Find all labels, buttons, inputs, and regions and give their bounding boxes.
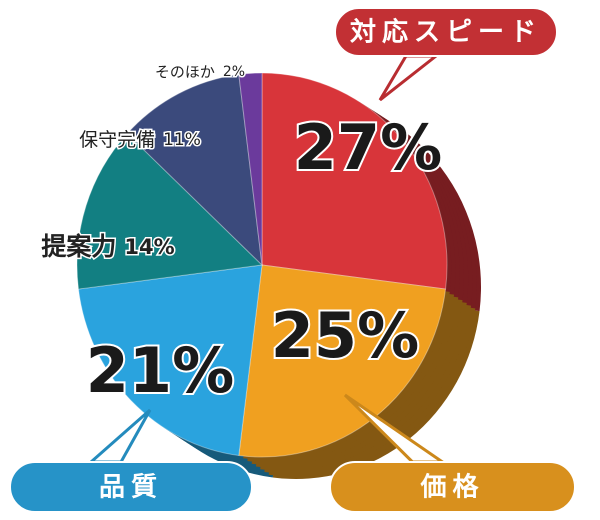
value-label: 11% [163, 130, 201, 150]
category-label: 提案力 [41, 232, 116, 261]
category-pill [9, 461, 253, 513]
value-label: 25% [271, 299, 419, 372]
value-label: 2% [223, 64, 245, 80]
category-label: 品質 [99, 473, 163, 503]
callout-pointer [378, 54, 441, 102]
category-pill [329, 461, 576, 513]
value-label: 27% [294, 111, 442, 184]
value-label: 21% [86, 334, 234, 407]
slice-label: 提案力 14% [41, 232, 174, 261]
category-label: 価格 [419, 472, 484, 503]
pie-slice [261, 72, 448, 290]
category-label: 保守完備 [79, 129, 155, 151]
pie-slice [76, 132, 264, 290]
pie-slice [77, 264, 263, 457]
category-pill [334, 7, 558, 57]
slice-label: 保守完備 11% [79, 129, 201, 151]
value-label: 14% [124, 235, 174, 259]
pie-slice [238, 72, 263, 266]
slice-label: そのほか 2% [155, 63, 245, 81]
category-label: 対応スピード [350, 17, 542, 48]
pie-slice [126, 73, 263, 267]
callout-pointer [87, 408, 152, 464]
category-label: そのほか [155, 63, 215, 81]
